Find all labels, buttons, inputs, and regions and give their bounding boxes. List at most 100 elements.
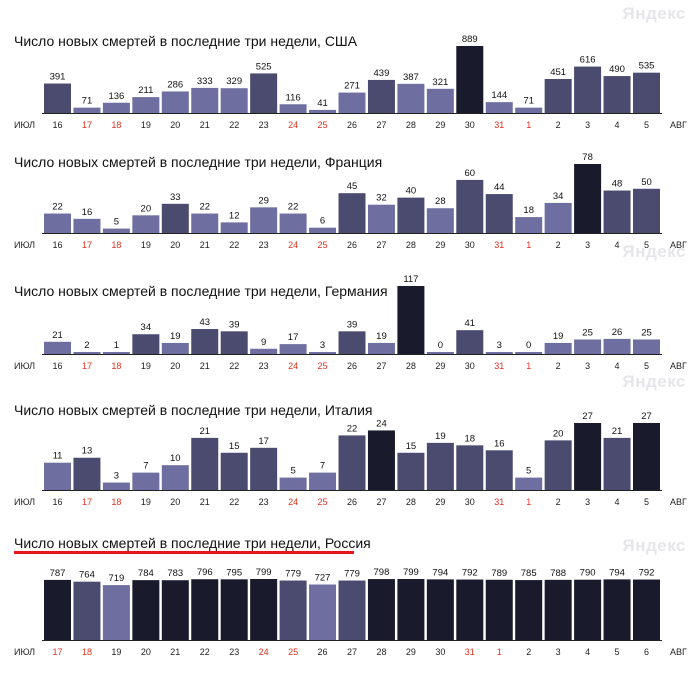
x-tick-label: 3 (585, 361, 590, 371)
x-tick-label: 28 (406, 240, 416, 250)
bar (574, 339, 602, 354)
data-label: 5 (526, 466, 531, 477)
bar (73, 457, 101, 490)
data-label: 28 (435, 196, 446, 207)
data-label: 794 (432, 567, 448, 578)
bar (161, 203, 189, 233)
data-label: 39 (347, 319, 358, 330)
bar (338, 92, 366, 113)
bar (544, 579, 572, 640)
data-label: 525 (256, 61, 272, 72)
data-label: 22 (288, 202, 299, 213)
bar (220, 452, 248, 490)
bar (603, 76, 631, 113)
bar (633, 72, 660, 113)
bar (102, 228, 130, 233)
data-label: 2 (84, 340, 89, 351)
x-tick-label: 5 (644, 120, 649, 130)
data-label: 34 (141, 322, 152, 333)
bar (544, 79, 572, 113)
data-label: 5 (114, 217, 119, 228)
x-tick-label: 18 (111, 120, 121, 130)
x-tick-label: 4 (585, 647, 590, 657)
bar (44, 83, 71, 113)
chart-title-france: Число новых смертей в последние три неде… (14, 154, 383, 170)
bar (456, 579, 484, 640)
data-label: 16 (494, 438, 505, 449)
x-tick-label: 29 (435, 361, 445, 371)
bar (44, 462, 71, 490)
x-tick-label: 24 (288, 497, 298, 507)
data-label: 784 (138, 568, 154, 579)
x-tick-label: 21 (200, 361, 210, 371)
data-label: 19 (435, 431, 446, 442)
x-tick-label: 1 (497, 647, 502, 657)
data-label: 24 (376, 418, 387, 429)
bar (279, 580, 307, 640)
x-tick-label: 6 (644, 647, 649, 657)
bar (633, 423, 660, 490)
x-tick-label: 3 (556, 647, 561, 657)
bar (574, 579, 602, 640)
data-label: 60 (465, 168, 476, 179)
data-label: 18 (465, 433, 476, 444)
data-label: 12 (229, 210, 240, 221)
x-tick-label: 20 (170, 120, 180, 130)
x-tick-label: 23 (259, 497, 269, 507)
data-label: 6 (320, 216, 325, 227)
bar (367, 79, 395, 113)
bar (132, 215, 160, 233)
data-label: 783 (167, 568, 183, 579)
bar (574, 66, 602, 113)
x-tick-label: 4 (615, 361, 620, 371)
bar (132, 472, 160, 490)
data-label: 17 (258, 436, 269, 447)
month-label-end: АВГ (670, 120, 687, 130)
x-tick-label: 26 (347, 120, 357, 130)
data-label: 286 (167, 79, 183, 90)
x-tick-label: 17 (52, 647, 62, 657)
x-tick-label: 31 (465, 647, 475, 657)
data-label: 34 (553, 191, 564, 202)
bar (161, 580, 189, 640)
x-tick-label: 26 (318, 647, 328, 657)
data-label: 17 (288, 332, 299, 343)
bar (279, 477, 307, 490)
chart-title-germany: Число новых смертей в последние три неде… (14, 283, 388, 299)
bar (102, 352, 130, 354)
bar (397, 197, 425, 233)
bar (132, 334, 160, 354)
bar (603, 579, 631, 640)
x-tick-label: 3 (585, 240, 590, 250)
month-label-start: ИЮЛ (14, 120, 35, 130)
bar (515, 352, 543, 354)
bar (397, 452, 425, 490)
x-tick-label: 23 (259, 240, 269, 250)
bar (485, 450, 513, 490)
x-tick-label: 25 (318, 240, 328, 250)
data-label: 796 (197, 567, 213, 578)
bar (309, 227, 337, 233)
x-tick-label: 30 (465, 240, 475, 250)
x-tick-label: 27 (376, 240, 386, 250)
data-label: 451 (550, 67, 566, 78)
x-tick-label: 20 (170, 361, 180, 371)
chart-title-italy: Число новых смертей в последние три неде… (14, 402, 373, 418)
x-tick-label: 20 (170, 240, 180, 250)
bar (456, 46, 484, 113)
x-tick-label: 21 (170, 647, 180, 657)
x-tick-label: 25 (318, 497, 328, 507)
data-label: 22 (199, 202, 210, 213)
bar (426, 352, 454, 354)
x-tick-label: 24 (259, 647, 269, 657)
x-tick-label: 31 (494, 361, 504, 371)
data-label: 27 (641, 411, 652, 422)
data-label: 719 (108, 573, 124, 584)
data-label: 788 (550, 568, 566, 579)
x-tick-label: 21 (200, 120, 210, 130)
bar (161, 465, 189, 490)
bar (397, 286, 425, 354)
x-tick-label: 17 (82, 361, 92, 371)
x-tick-label: 4 (615, 240, 620, 250)
